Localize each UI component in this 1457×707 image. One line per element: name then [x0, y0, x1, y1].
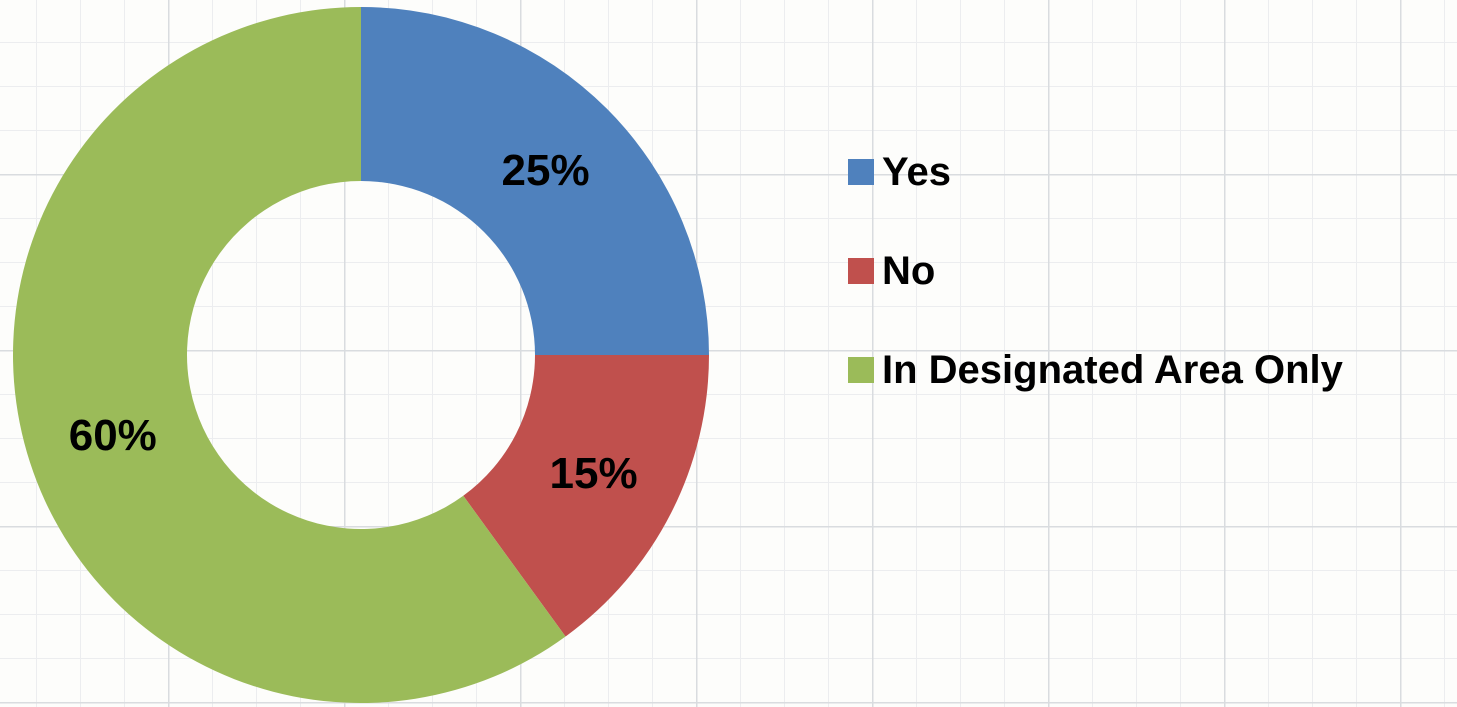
legend-label-no: No — [882, 248, 936, 293]
slice-no — [463, 355, 709, 637]
data-label-no: 15% — [550, 449, 638, 498]
legend-item-designated-area: In Designated Area Only — [848, 341, 1448, 399]
legend-swatch-yes — [848, 159, 874, 185]
legend-label-yes: Yes — [882, 149, 951, 194]
legend-item-no: No — [848, 242, 1448, 300]
data-label-designated-area: 60% — [69, 411, 157, 460]
data-label-yes: 25% — [502, 146, 590, 195]
legend-swatch-designated-area — [848, 357, 874, 383]
slice-yes — [361, 7, 709, 355]
donut-slices — [12, 7, 709, 703]
legend-item-yes: Yes — [848, 143, 1448, 201]
donut-labels: 25% 15% 60% — [69, 146, 638, 498]
slice-designated-area — [12, 7, 566, 703]
chart-legend: Yes No In Designated Area Only — [848, 143, 1448, 440]
legend-swatch-no — [848, 258, 874, 284]
legend-label-designated-area: In Designated Area Only — [882, 347, 1343, 392]
